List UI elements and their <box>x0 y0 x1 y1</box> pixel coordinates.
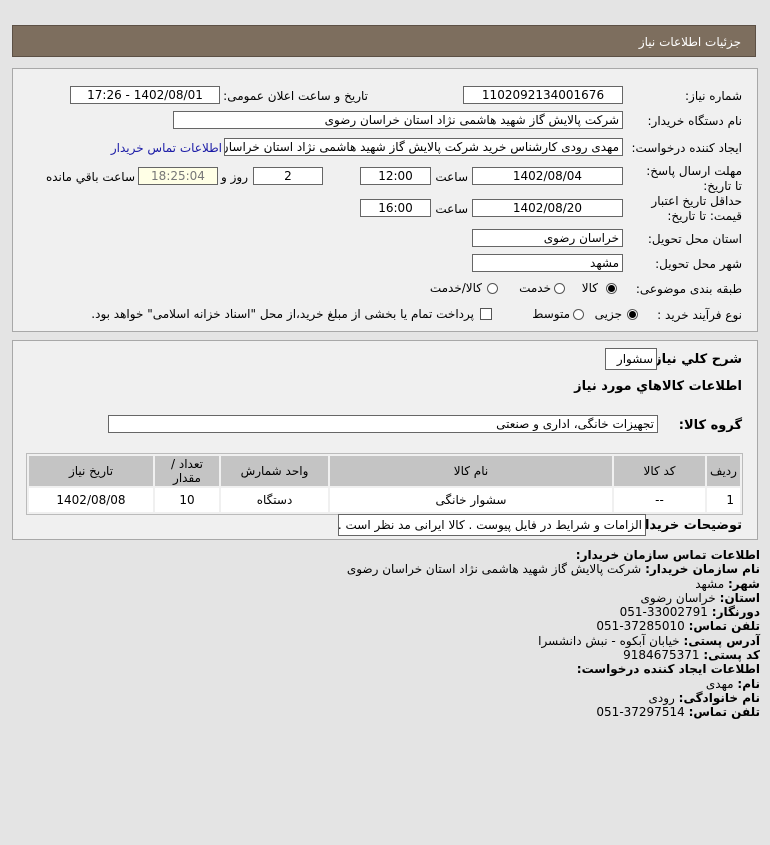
deadline-date-field[interactable]: 1402/08/04 <box>472 167 623 185</box>
family-label: نام خانوادگی: <box>678 690 760 705</box>
address-label: آدرس پستی: <box>683 633 760 648</box>
group-field: تجهیزات خانگی، اداری و صنعتی <box>108 415 658 433</box>
creator-phone-value: 37297514-051 <box>596 705 685 720</box>
payment-note: پرداخت تمام یا بخشی از مبلغ خرید،از محل … <box>91 307 474 321</box>
fax-label: دورنگار: <box>711 605 760 620</box>
category-radio-both[interactable] <box>487 283 498 294</box>
cell-code: -- <box>614 488 705 512</box>
days-label: روز و <box>221 170 248 184</box>
validity-label: حداقل تاریخ اعتبار قیمت: تا تاریخ: <box>651 194 742 223</box>
announce-label: تاریخ و ساعت اعلان عمومی: <box>223 89 368 103</box>
deadline-time-label: ساعت <box>435 170 468 184</box>
summary-label: شرح کلي نياز: <box>648 352 742 367</box>
buyer-contact-info: اطلاعات تماس سازمان خریدار: نام سازمان خ… <box>347 548 760 720</box>
address-value: خیابان آبکوه - نبش دانشسرا <box>538 633 680 648</box>
col-date: تاریخ نیاز <box>29 456 153 486</box>
fax-value: 33002791-051 <box>619 605 708 620</box>
category-option-both-label: کالا/خدمت <box>429 281 482 295</box>
province-label: استان: <box>719 590 760 605</box>
org-value: شرکت پالایش گاز شهید هاشمی نژاد استان خر… <box>346 562 642 577</box>
col-code: کد کالا <box>614 456 705 486</box>
deadline-label: مهلت ارسال پاسخ: تا تاریخ: <box>646 164 742 193</box>
col-row: ردیف <box>707 456 740 486</box>
province-label: استان محل تحویل: <box>647 232 742 246</box>
col-unit: واحد شمارش <box>221 456 328 486</box>
province-field[interactable]: خراسان رضوی <box>472 229 623 247</box>
postal-value: 9184675371 <box>623 648 700 663</box>
process-radio-minor[interactable] <box>627 309 638 320</box>
cell-date: 1402/08/08 <box>29 488 153 512</box>
process-label: نوع فرآیند خرید : <box>657 308 742 322</box>
creator-label: ایجاد کننده درخواست: <box>631 141 742 155</box>
creator-field[interactable]: مهدی رودی کارشناس خرید شرکت پالایش گاز ش… <box>224 138 623 156</box>
deadline-time-field[interactable]: 12:00 <box>360 167 431 185</box>
page-title: جزئیات اطلاعات نیاز <box>638 35 741 49</box>
buyer-contact-link[interactable]: اطلاعات تماس خریدار <box>110 141 222 155</box>
process-option-medium-label: متوسط <box>532 307 570 321</box>
col-name: نام کالا <box>330 456 612 486</box>
creator-phone-label: تلفن تماس: <box>688 705 760 720</box>
process-radio-medium[interactable] <box>573 309 584 320</box>
postal-label: کد پستی: <box>703 648 760 663</box>
notes-field: الزامات و شرایط در فایل پیوست . کالا ایر… <box>338 514 646 536</box>
need-number-field[interactable]: 1102092134001676 <box>463 86 623 104</box>
phone-label: تلفن تماس: <box>688 619 760 634</box>
city-label: شهر: <box>728 576 760 591</box>
creator-title: اطلاعات ایجاد کننده درخواست: <box>576 662 760 677</box>
cell-qty: 10 <box>155 488 219 512</box>
table-row: 1 -- سشوار خانگی دستگاه 10 1402/08/08 <box>29 488 740 512</box>
need-number-label: شماره نیاز: <box>685 89 742 103</box>
notes-label: توضیحات خریدار: <box>632 518 742 533</box>
process-option-minor-label: جزیی <box>594 307 622 321</box>
page-header: جزئیات اطلاعات نیاز <box>12 25 756 57</box>
table-header-row: ردیف کد کالا نام کالا واحد شمارش تعداد /… <box>29 456 740 486</box>
category-option-service-label: خدمت <box>519 281 551 295</box>
phone-value: 37285010-051 <box>596 619 685 634</box>
city-label: شهر محل تحویل: <box>655 257 742 271</box>
group-label: گروه کالا: <box>678 418 742 433</box>
goods-title: اطلاعات کالاهاي مورد نياز <box>574 379 742 394</box>
cell-unit: دستگاه <box>221 488 328 512</box>
city-value: مشهد <box>695 576 725 591</box>
goods-table: ردیف کد کالا نام کالا واحد شمارش تعداد /… <box>26 453 743 515</box>
remaining-time-field: 18:25:04 <box>138 167 218 185</box>
category-option-goods-label: کالا <box>581 281 598 295</box>
validity-time-label: ساعت <box>435 202 468 216</box>
contact-title: اطلاعات تماس سازمان خریدار: <box>575 548 760 562</box>
announce-field[interactable]: 1402/08/01 - 17:26 <box>70 86 220 104</box>
validity-date-field[interactable]: 1402/08/20 <box>472 199 623 217</box>
category-label: طبقه بندی موضوعی: <box>635 282 742 296</box>
cell-name: سشوار خانگی <box>330 488 612 512</box>
payment-checkbox[interactable] <box>480 308 492 320</box>
cell-row: 1 <box>707 488 740 512</box>
org-label: نام سازمان خریدار: <box>645 562 760 577</box>
category-radio-goods[interactable] <box>606 283 617 294</box>
category-radio-service[interactable] <box>554 283 565 294</box>
col-qty: تعداد / مقدار <box>155 456 219 486</box>
validity-time-field[interactable]: 16:00 <box>360 199 431 217</box>
family-value: رودی <box>648 690 675 705</box>
buyer-field[interactable]: شرکت پالایش گاز شهید هاشمی نژاد استان خر… <box>173 111 623 129</box>
summary-field: سشوار <box>605 348 657 370</box>
buyer-label: نام دستگاه خریدار: <box>647 114 743 128</box>
city-field[interactable]: مشهد <box>472 254 623 272</box>
days-field[interactable]: 2 <box>253 167 323 185</box>
name-value: مهدی <box>705 676 734 691</box>
province-value: خراسان رضوی <box>640 590 716 605</box>
name-label: نام: <box>737 676 760 691</box>
remaining-label: ساعت باقي مانده <box>45 170 135 184</box>
